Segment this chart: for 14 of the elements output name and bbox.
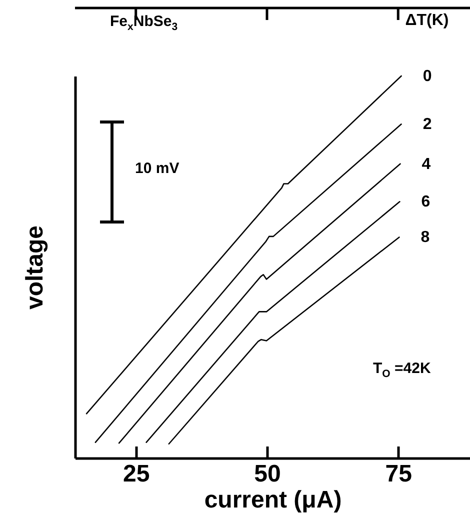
x-tick-label: 75 — [385, 460, 412, 488]
annotation: T$_{O}$ =42K — [373, 360, 431, 380]
series-label: 2 — [422, 116, 432, 134]
x-tick-label: 50 — [254, 460, 281, 488]
series-label: 8 — [420, 229, 430, 246]
y-axis-title: voltage — [22, 225, 48, 310]
series-label: 0 — [422, 68, 432, 85]
annotation: 10 mV — [135, 160, 180, 177]
series-label: 6 — [421, 194, 430, 211]
x-axis-title: current (μA) — [204, 486, 342, 514]
text: Fe$_{x}$NbSe$_{3}$ — [110, 13, 178, 33]
x-tick-label: 25 — [123, 460, 150, 488]
series-label: 4 — [422, 156, 431, 173]
legend-title: ΔT(K) — [405, 12, 449, 29]
